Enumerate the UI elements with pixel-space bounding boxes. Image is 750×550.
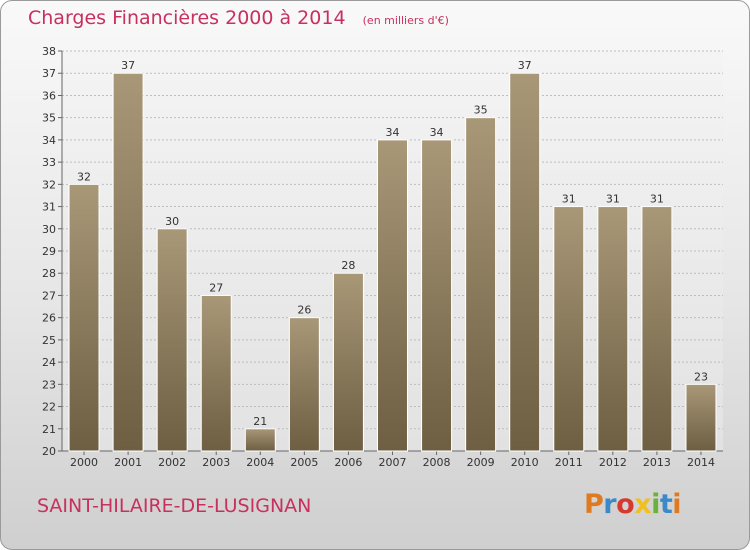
y-tick-label: 35: [42, 112, 56, 125]
data-label: 37: [121, 59, 135, 72]
bar: [112, 72, 144, 452]
data-label: 37: [518, 59, 532, 72]
bar: [641, 206, 673, 452]
axis-layer: 20 21 22 23 24 25 26 27 28 29 30 31 32 33 34 35 36 37 38 20…: [42, 45, 723, 469]
bar: [244, 428, 276, 452]
chart-title: Charges Financières 2000 à 2014: [28, 7, 346, 29]
y-tick-label: 25: [42, 334, 56, 347]
proxiti-logo[interactable]: Proxiti: [584, 489, 682, 520]
bar: [377, 139, 408, 452]
chart-subtitle: (en milliers d'€): [362, 14, 449, 27]
x-tick-label: 2003: [202, 456, 230, 469]
data-label: 26: [297, 304, 311, 317]
data-label: 34: [386, 126, 400, 139]
y-tick-label: 38: [42, 45, 56, 58]
y-tick-label: 22: [42, 401, 56, 414]
y-tick-label: 32: [42, 178, 56, 191]
label-layer: 32 37 30 27 21 26 28 34 34 35 37 31 31 31 23: [77, 59, 708, 428]
data-label: 28: [341, 259, 355, 272]
y-tick-label: 26: [42, 312, 56, 325]
bar: [421, 139, 453, 452]
commune-name: SAINT-HILAIRE-DE-LUSIGNAN: [37, 495, 312, 517]
x-tick-label: 2012: [599, 456, 627, 469]
y-tick-label: 23: [42, 378, 56, 391]
y-tick-label: 31: [42, 201, 56, 214]
y-tick-label: 30: [42, 223, 56, 236]
bar: [156, 228, 188, 452]
y-tick-label: 21: [42, 423, 56, 436]
data-label: 30: [165, 215, 179, 228]
x-tick-label: 2009: [467, 456, 495, 469]
y-tick-label: 29: [42, 245, 56, 258]
data-label: 34: [430, 126, 444, 139]
data-label: 23: [694, 370, 708, 383]
data-label: 31: [650, 193, 664, 206]
bar: [332, 272, 364, 452]
x-tick-label: 2002: [158, 456, 186, 469]
data-label: 35: [474, 104, 488, 117]
bar: [200, 294, 232, 452]
x-tick-label: 2004: [246, 456, 274, 469]
x-tick-label: 2006: [334, 456, 362, 469]
x-tick-label: 2014: [687, 456, 715, 469]
bar: [465, 117, 497, 452]
x-tick-label: 2013: [643, 456, 671, 469]
bar: [509, 72, 541, 452]
y-tick-label: 36: [42, 89, 56, 102]
y-tick-label: 34: [42, 134, 56, 147]
data-label: 27: [209, 281, 223, 294]
data-label: 21: [253, 415, 267, 428]
x-tick-label: 2000: [70, 456, 98, 469]
x-tick-label: 2005: [290, 456, 318, 469]
bar: [288, 317, 320, 452]
data-label: 32: [77, 170, 91, 183]
data-label: 31: [606, 193, 620, 206]
bar-layer: [68, 72, 717, 452]
x-tick-label: 2010: [511, 456, 539, 469]
y-tick-label: 33: [42, 156, 56, 169]
y-tick-label: 24: [42, 356, 56, 369]
x-tick-label: 2001: [114, 456, 142, 469]
y-tick-label: 27: [42, 289, 56, 302]
bar: [597, 206, 629, 452]
bar: [68, 183, 100, 452]
data-label: 31: [562, 193, 576, 206]
y-tick-label: 20: [42, 445, 56, 458]
bar: [553, 206, 585, 452]
chart-title-block: Charges Financières 2000 à 2014 (en mill…: [28, 7, 449, 29]
y-tick-label: 28: [42, 267, 56, 280]
x-tick-label: 2008: [423, 456, 451, 469]
y-tick-label: 37: [42, 67, 56, 80]
bar: [685, 383, 717, 452]
x-tick-label: 2011: [555, 456, 583, 469]
x-tick-label: 2007: [379, 456, 407, 469]
